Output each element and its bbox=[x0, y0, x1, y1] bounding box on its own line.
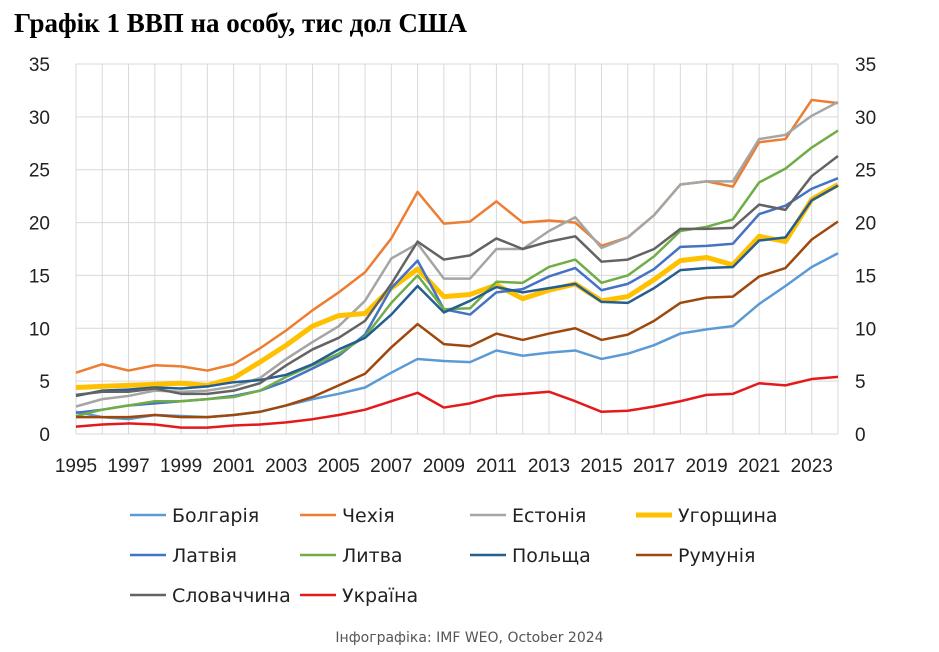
y-tick-label-right: 30 bbox=[855, 108, 876, 129]
x-tick-label: 2019 bbox=[685, 456, 727, 477]
y-tick-label-left: 10 bbox=[29, 319, 50, 340]
chart-title: Графік 1 ВВП на особу, тис дол США bbox=[14, 8, 467, 38]
y-tick-label-right: 35 bbox=[855, 55, 876, 76]
y-tick-label-left: 35 bbox=[29, 55, 50, 76]
series-line-Угорщина bbox=[75, 182, 840, 390]
series-line-Чехія bbox=[75, 98, 839, 374]
series-line-Україна bbox=[75, 375, 839, 429]
x-tick-label: 2005 bbox=[318, 456, 360, 477]
legend-label: Естонія bbox=[512, 505, 586, 527]
x-tick-label: 1995 bbox=[55, 456, 97, 477]
y-tick-label-right: 20 bbox=[855, 214, 876, 235]
y-tick-label-right: 15 bbox=[855, 266, 876, 287]
x-tick-label: 2003 bbox=[265, 456, 307, 477]
legend-label: Угорщина bbox=[678, 505, 778, 527]
x-tick-label: 2013 bbox=[528, 456, 570, 477]
y-tick-label-left: 30 bbox=[29, 108, 50, 129]
x-tick-label: 1997 bbox=[107, 456, 149, 477]
y-tick-label-right: 25 bbox=[855, 161, 876, 182]
legend-label: Польща bbox=[512, 545, 591, 567]
y-tick-label-left: 0 bbox=[39, 425, 50, 446]
legend-label: Румунія bbox=[678, 545, 755, 567]
x-tick-label: 2015 bbox=[580, 456, 622, 477]
legend-label: Литва bbox=[342, 545, 403, 567]
y-tick-label-left: 25 bbox=[29, 161, 50, 182]
legend-label: Україна bbox=[342, 585, 418, 607]
legend-label: Словаччина bbox=[172, 585, 291, 607]
y-tick-label-left: 5 bbox=[39, 372, 50, 393]
series-line-Словаччина bbox=[75, 154, 839, 397]
y-tick-label-left: 20 bbox=[29, 214, 50, 235]
legend-label: Чехія bbox=[342, 505, 395, 527]
x-tick-label: 1999 bbox=[160, 456, 202, 477]
x-tick-label: 2009 bbox=[423, 456, 465, 477]
series-line-Польща bbox=[75, 184, 839, 398]
source-note: Інфографіка: IMF WEO, October 2024 bbox=[335, 630, 604, 646]
x-tick-label: 2021 bbox=[738, 456, 780, 477]
y-tick-label-right: 10 bbox=[855, 319, 876, 340]
y-tick-label-right: 0 bbox=[855, 425, 866, 446]
legend-label: Латвія bbox=[172, 545, 237, 567]
x-tick-label: 2007 bbox=[370, 456, 412, 477]
x-tick-label: 2011 bbox=[476, 456, 517, 477]
x-tick-label: 2001 bbox=[213, 456, 255, 477]
series-line-Естонія bbox=[75, 100, 839, 408]
series-line-Литва bbox=[75, 129, 839, 418]
y-tick-label-right: 5 bbox=[855, 372, 866, 393]
x-tick-label: 2017 bbox=[633, 456, 675, 477]
series-line-Румунія bbox=[76, 220, 839, 419]
legend-label: Болгарія bbox=[172, 505, 259, 527]
x-tick-label: 2023 bbox=[791, 456, 833, 477]
y-tick-label-left: 15 bbox=[29, 266, 50, 287]
